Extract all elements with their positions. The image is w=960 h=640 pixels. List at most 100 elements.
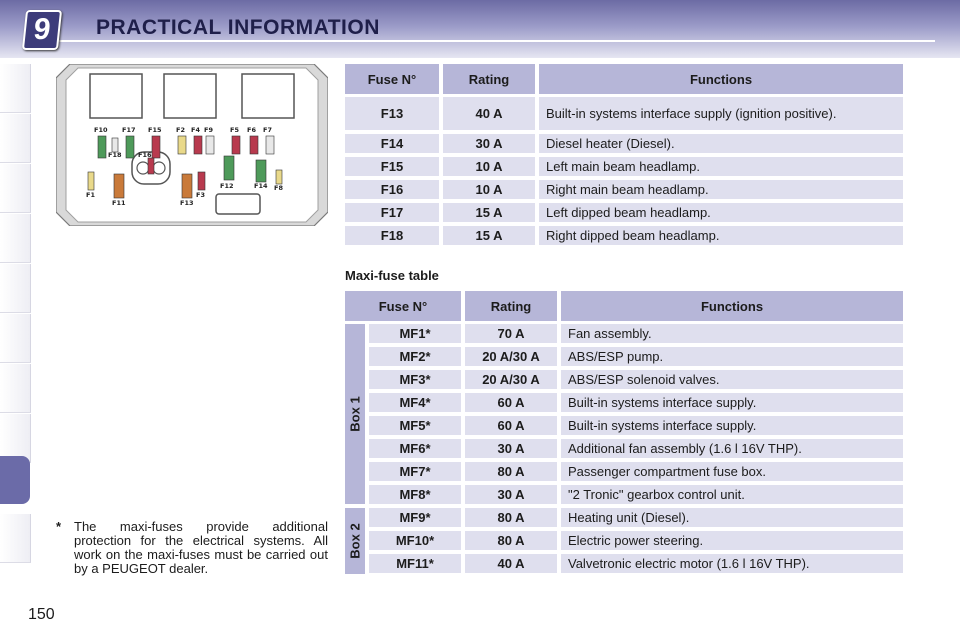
chapter-tab[interactable]	[0, 64, 31, 113]
fuse-f18	[111, 137, 119, 153]
fuse-label: F1	[86, 191, 95, 199]
table-cell-rating: 80 A	[465, 462, 557, 481]
chapter-tab[interactable]	[0, 114, 31, 163]
chapter-tab[interactable]	[0, 314, 31, 363]
fuse-f9	[205, 135, 215, 155]
table-cell-function: Left dipped beam headlamp.	[539, 203, 903, 222]
table-cell-function: Left main beam headlamp.	[539, 157, 903, 176]
maxi-fuse-footnote: * The maxi-fuses provide additional prot…	[56, 520, 328, 576]
table-cell-fuse: MF8*	[369, 485, 461, 504]
chapter-tab-active[interactable]	[0, 456, 30, 504]
fuse-f12	[223, 155, 235, 181]
table-cell-rating: 20 A/30 A	[465, 370, 557, 389]
table-cell-function: Heating unit (Diesel).	[561, 508, 903, 527]
fuse-label: F15	[148, 126, 162, 134]
maxi-fuse-table-title: Maxi-fuse table	[345, 268, 439, 283]
fuse-f16	[147, 157, 155, 175]
fuse-f8	[275, 169, 283, 185]
table-cell-function: Fan assembly.	[561, 324, 903, 343]
table-cell-rating: 15 A	[443, 203, 535, 222]
column-header-functions: Functions	[539, 64, 903, 94]
fuse-box-diagram: F10 F17 F15 F2 F4 F9 F5 F6 F7 F18 F16 F1…	[56, 64, 328, 226]
column-header-functions: Functions	[561, 291, 903, 321]
fuse-f4	[193, 135, 203, 155]
table-cell-function: ABS/ESP solenoid valves.	[561, 370, 903, 389]
table-cell-fuse: F16	[345, 180, 439, 199]
box-2-label-text: Box 2	[347, 523, 363, 559]
fuse-label: F16	[138, 151, 152, 159]
fuse-f2	[177, 135, 187, 155]
column-header-fuse: Fuse N°	[345, 291, 461, 321]
table-cell-fuse: MF10*	[369, 531, 461, 550]
fuse-label: F5	[230, 126, 239, 134]
fuse-f17	[125, 135, 135, 159]
relay-slot	[163, 73, 217, 119]
table-cell-function: Additional fan assembly (1.6 l 16V THP).	[561, 439, 903, 458]
page-number: 150	[28, 606, 55, 623]
chapter-tab[interactable]	[0, 164, 31, 213]
table-cell-fuse: MF2*	[369, 347, 461, 366]
fuse-label: F18	[108, 151, 122, 159]
table-cell-fuse: MF7*	[369, 462, 461, 481]
table-cell-rating: 80 A	[465, 508, 557, 527]
fuse-label: F8	[274, 184, 283, 192]
table-cell-function: Passenger compartment fuse box.	[561, 462, 903, 481]
column-header-fuse: Fuse N°	[345, 64, 439, 94]
table-cell-function: Diesel heater (Diesel).	[539, 134, 903, 153]
table-cell-function: Right dipped beam headlamp.	[539, 226, 903, 245]
relay-slot	[241, 73, 295, 119]
table-cell-function: Valvetronic electric motor (1.6 l 16V TH…	[561, 554, 903, 573]
table-cell-rating: 60 A	[465, 393, 557, 412]
fuse-f3	[197, 171, 206, 191]
column-header-rating: Rating	[465, 291, 557, 321]
chapter-badge: 9	[21, 10, 63, 50]
chapter-tab[interactable]	[0, 514, 31, 563]
table-cell-fuse: MF3*	[369, 370, 461, 389]
table-cell-fuse: MF11*	[369, 554, 461, 573]
table-cell-rating: 70 A	[465, 324, 557, 343]
chapter-tab-strip	[0, 64, 32, 576]
fuse-label: F10	[94, 126, 108, 134]
fuse-f1	[87, 171, 95, 191]
fuse-label: F4	[191, 126, 200, 134]
fuse-f10	[97, 135, 107, 159]
box-1-label-text: Box 1	[347, 396, 363, 432]
fuse-label: F17	[122, 126, 136, 134]
table-cell-rating: 30 A	[465, 485, 557, 504]
table-cell-fuse: F13	[345, 97, 439, 130]
chapter-tab[interactable]	[0, 414, 31, 463]
chapter-tab[interactable]	[0, 364, 31, 413]
fuse-label: F2	[176, 126, 185, 134]
fuse-f15	[151, 135, 161, 159]
fuse-f11	[113, 173, 125, 199]
table-cell-function: "2 Tronic" gearbox control unit.	[561, 485, 903, 504]
fuse-label: F7	[263, 126, 272, 134]
fuse-f13	[181, 173, 193, 199]
table-cell-function: Built-in systems interface supply (ignit…	[539, 97, 903, 130]
fuse-label: F14	[254, 182, 268, 190]
footnote-marker: *	[56, 519, 62, 534]
chapter-tab[interactable]	[0, 214, 31, 263]
table-cell-fuse: F17	[345, 203, 439, 222]
table-cell-fuse: F14	[345, 134, 439, 153]
table-cell-fuse: F18	[345, 226, 439, 245]
fuse-f14	[255, 159, 267, 183]
table-cell-rating: 40 A	[465, 554, 557, 573]
chapter-tab[interactable]	[0, 264, 31, 313]
table-cell-function: Built-in systems interface supply.	[561, 416, 903, 435]
table-cell-fuse: F15	[345, 157, 439, 176]
table-cell-rating: 10 A	[443, 180, 535, 199]
table-cell-function: Right main beam headlamp.	[539, 180, 903, 199]
header-rule	[55, 40, 935, 42]
fuse-label: F12	[220, 182, 234, 190]
box-1-label: Box 1	[345, 324, 365, 504]
table-cell-fuse: MF4*	[369, 393, 461, 412]
table-cell-rating: 20 A/30 A	[465, 347, 557, 366]
fuse-label: F11	[112, 199, 126, 207]
fuse-f6	[249, 135, 259, 155]
table-cell-function: Electric power steering.	[561, 531, 903, 550]
table-cell-rating: 60 A	[465, 416, 557, 435]
table-cell-rating: 10 A	[443, 157, 535, 176]
table-cell-fuse: MF9*	[369, 508, 461, 527]
column-header-rating: Rating	[443, 64, 535, 94]
